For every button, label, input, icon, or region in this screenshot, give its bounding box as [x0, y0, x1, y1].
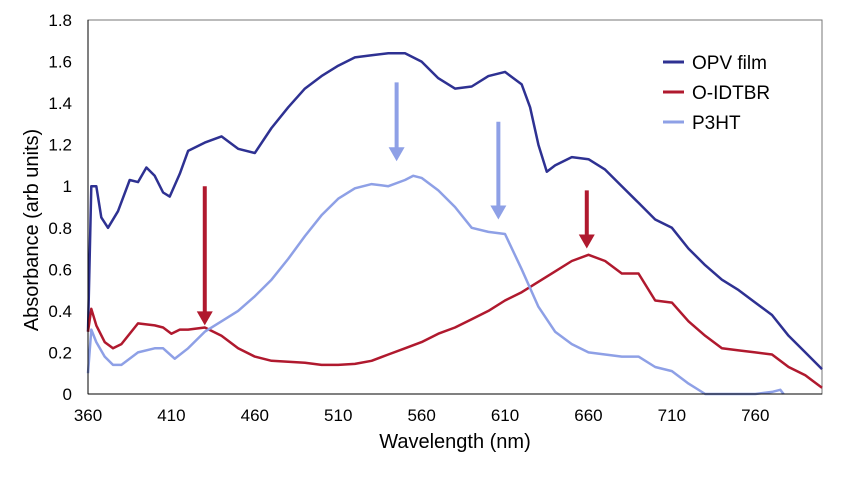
series-layer [86, 51, 823, 396]
series-line-p3ht [86, 174, 785, 396]
x-tick-label: 610 [491, 406, 519, 425]
x-tick-labels: 360 410 460 510 560 610 660 710 760 [74, 406, 770, 425]
legend: OPV film O-IDTBR P3HT [663, 53, 770, 134]
y-tick-label: 0.8 [48, 219, 72, 238]
series-line-opv-film [86, 51, 823, 370]
y-tick-label: 0.4 [48, 302, 72, 321]
annotation-arrow [578, 190, 595, 249]
y-axis-label: Absorbance (arb units) [21, 129, 43, 331]
annotation-arrow [196, 186, 213, 326]
y-tick-label: 1.2 [48, 136, 72, 155]
y-tick-label: 0.2 [48, 343, 72, 362]
y-tick-label: 1.8 [48, 11, 72, 30]
x-tick-label: 510 [324, 406, 352, 425]
y-tick-label: 0.6 [48, 260, 72, 279]
x-tick-label: 460 [241, 406, 269, 425]
y-tick-label: 1.6 [48, 53, 72, 72]
annotation-arrow [490, 121, 507, 220]
x-tick-label: 410 [157, 406, 185, 425]
x-axis-label: Wavelength (nm) [379, 431, 531, 453]
legend-label: OPV film [692, 53, 767, 74]
x-tick-label: 560 [407, 406, 435, 425]
x-tick-label: 710 [658, 406, 686, 425]
x-tick-label: 660 [574, 406, 602, 425]
annotation-arrow [388, 82, 405, 162]
x-tick-label: 360 [74, 406, 102, 425]
legend-item: O-IDTBR [663, 83, 770, 104]
series-line-o-idtbr [86, 253, 823, 389]
annotation-arrows [196, 82, 595, 326]
legend-item: OPV film [663, 53, 767, 74]
y-tick-label: 1.4 [48, 94, 72, 113]
legend-item: P3HT [663, 113, 741, 134]
y-tick-label: 0 [63, 385, 72, 404]
legend-label: P3HT [692, 113, 741, 134]
legend-label: O-IDTBR [692, 83, 770, 104]
y-tick-label: 1 [63, 177, 72, 196]
y-tick-labels: 0 0.2 0.4 0.6 0.8 1 1.2 1.4 1.6 1.8 [48, 11, 72, 404]
x-tick-label: 760 [741, 406, 769, 425]
